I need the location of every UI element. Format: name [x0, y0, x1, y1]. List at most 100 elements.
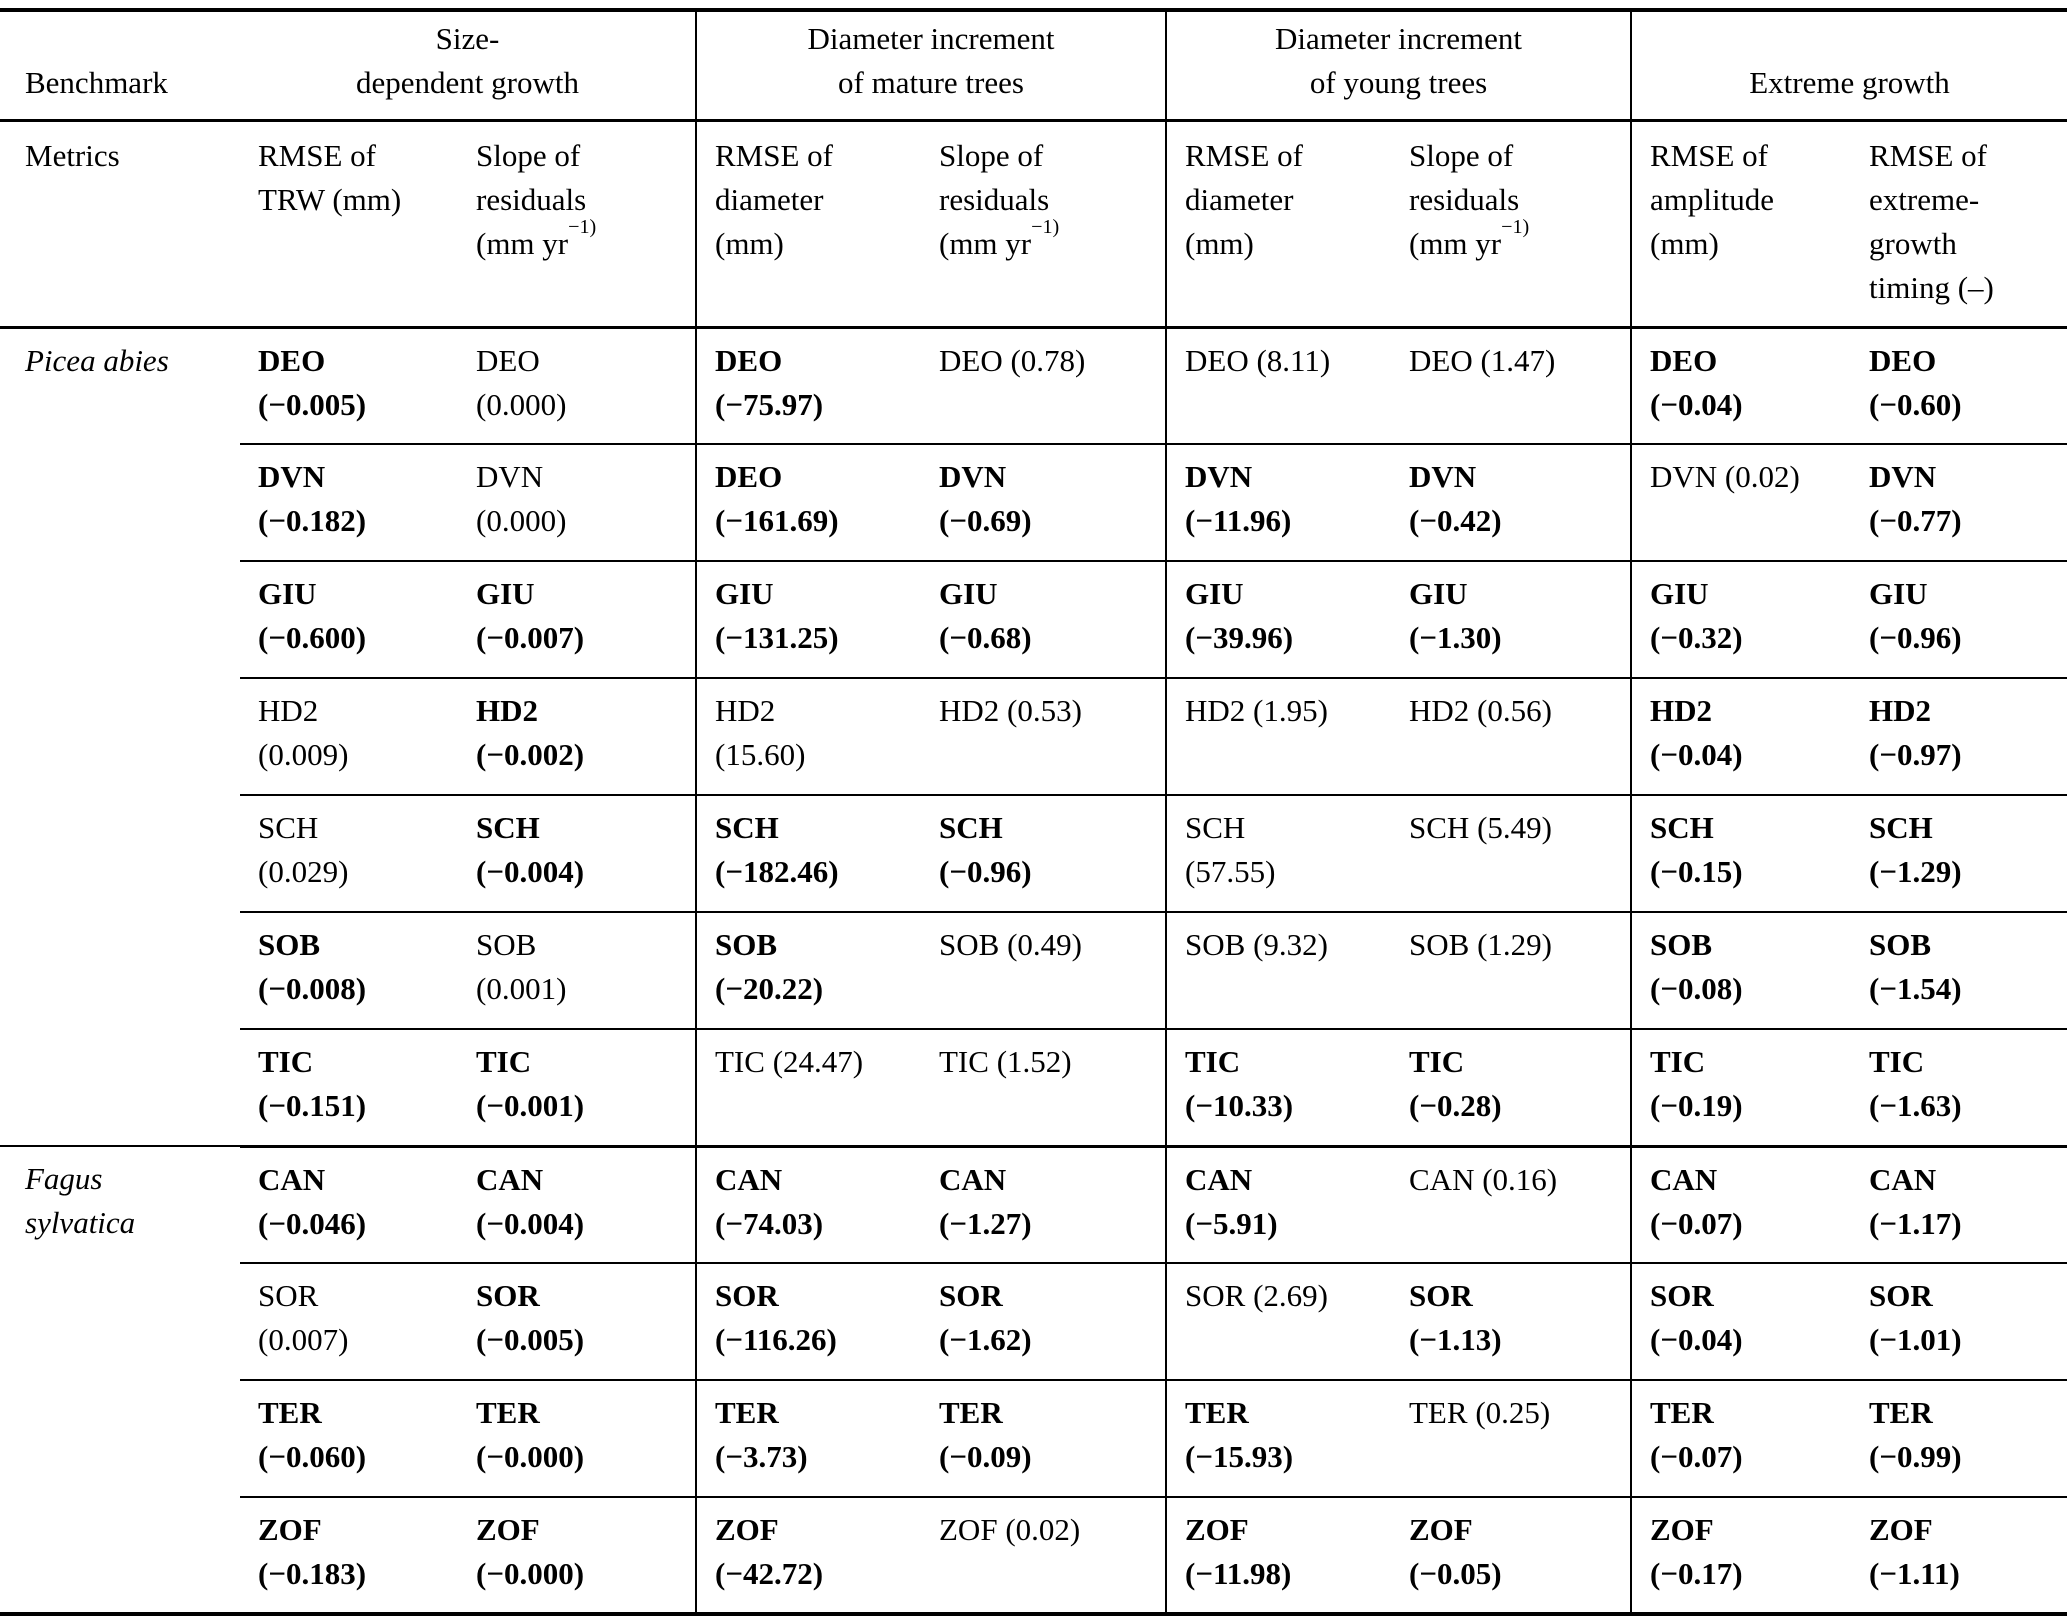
site-code: GIU — [1409, 576, 1468, 611]
metric-value: (−1.29) — [1869, 854, 1962, 889]
metric-value: (−0.004) — [476, 1205, 585, 1241]
metric-value: (−3.73) — [715, 1439, 808, 1474]
cell-text: HD2 (0.56) — [1409, 689, 1624, 733]
metric-cell: DVN (0.02) — [1630, 444, 1851, 562]
text-line: RMSE of — [715, 137, 833, 173]
metric-cell: ZOF (−11.98) — [1165, 1497, 1391, 1614]
site-code: DEO — [1869, 342, 1937, 378]
cell-text: SOB (1.29) — [1409, 923, 1624, 967]
metric-value: (−0.008) — [258, 971, 367, 1006]
metric-cell: TIC (−0.001) — [458, 1029, 696, 1148]
metric-value: (0.000) — [476, 386, 567, 422]
metric-value: (−0.600) — [258, 620, 367, 655]
metric-cell: GIU (−39.96) — [1165, 561, 1391, 679]
metric-value: (−0.28) — [1409, 1088, 1502, 1123]
metric-value: (5.49) — [1477, 810, 1552, 845]
metric-cell: DEO (−0.005) — [240, 327, 458, 445]
metric-value: (−0.08) — [1650, 971, 1743, 1006]
species-name-line: Picea abies — [25, 342, 169, 378]
metric-cell: CAN (−74.03) — [695, 1146, 921, 1264]
site-code: CAN — [258, 1161, 326, 1197]
table-row: ZOF (−0.183) ZOF (−0.000) ZOF (−42.72) ZOF (0.… — [0, 1497, 2067, 1614]
species-name-line: sylvatica — [25, 1205, 136, 1240]
cell-text: SOB (9.32) — [1185, 923, 1385, 967]
site-code: TER — [939, 1395, 1003, 1430]
text-line: dependent growth — [356, 64, 579, 100]
cell-text: HD2 (0.53) — [939, 689, 1159, 733]
metric-cell: SCH (−0.96) — [921, 795, 1166, 913]
metric-cell: SOR (2.69) — [1165, 1263, 1391, 1381]
text-line: RMSE of — [1650, 137, 1768, 173]
site-code: ZOF — [258, 1512, 322, 1547]
table-body: Picea abies DEO (−0.005) DEO (0.000) DEO (−75.… — [0, 327, 2067, 1615]
metric-header-0: RMSE of TRW (mm) — [240, 120, 458, 329]
metric-cell: TER (−0.07) — [1630, 1380, 1851, 1498]
metric-cell: ZOF (−0.000) — [458, 1497, 696, 1614]
metric-value: (−0.007) — [476, 620, 585, 655]
metric-cell: SOB (−0.008) — [240, 912, 458, 1030]
text-line: of mature trees — [838, 64, 1024, 100]
metric-cell: SCH (−1.29) — [1851, 795, 2067, 913]
metric-cell: TER (−0.060) — [240, 1380, 458, 1498]
text-line: extreme- — [1869, 181, 1980, 217]
species-label: Picea abies — [0, 327, 240, 1147]
site-code: GIU — [939, 576, 998, 611]
table-row: Fagus sylvatica CAN (−0.046) CAN (−0.004) CAN(… — [0, 1146, 2067, 1615]
site-code: SOB — [476, 927, 537, 962]
metric-value: (−0.68) — [939, 620, 1032, 655]
site-code: HD2 — [258, 693, 319, 728]
site-code: SOR — [1409, 1278, 1473, 1313]
metric-cell: TIC (−0.28) — [1391, 1029, 1631, 1148]
metric-cell: SCH (−182.46) — [695, 795, 921, 913]
cell-text: TIC (24.47) — [715, 1040, 915, 1084]
metric-cell: CAN (−5.91) — [1165, 1146, 1391, 1264]
cell-text: SOR (2.69) — [1185, 1274, 1385, 1318]
metric-value: (24.47) — [772, 1044, 864, 1079]
site-code: SCH — [1185, 810, 1246, 845]
metric-value: (−1.01) — [1869, 1322, 1962, 1357]
metric-value: (−0.000) — [476, 1556, 585, 1591]
metric-value: (−15.93) — [1185, 1439, 1294, 1474]
site-code: ZOF — [1185, 1512, 1249, 1547]
site-code: GIU — [476, 576, 535, 611]
site-code: DVN — [939, 459, 1007, 494]
site-code: SCH — [1650, 810, 1714, 845]
text-line: residuals — [476, 181, 587, 217]
site-code: TER — [1650, 1395, 1714, 1430]
metric-value: (0.56) — [1477, 693, 1552, 728]
metric-cell: TER (−3.73) — [695, 1380, 921, 1498]
site-code: DEO — [715, 459, 783, 494]
metric-header-1: Slope of residuals (mm yr−1) — [458, 120, 696, 329]
metric-cell: HD2 (0.53) — [921, 678, 1166, 796]
metric-cell: SOR (−0.04) — [1630, 1263, 1851, 1381]
table-row: GIU (−0.600) GIU (−0.007) GIU (−131.25) GIU (−0… — [0, 561, 2067, 679]
text-line: RMSE of — [1185, 137, 1303, 173]
metric-value: (−0.182) — [258, 503, 367, 538]
metric-cell: DEO (0.78) — [921, 327, 1166, 445]
metric-value: (−0.96) — [939, 854, 1032, 889]
metric-cell: DEO (8.11) — [1165, 327, 1391, 445]
metric-value: (−0.69) — [939, 503, 1032, 538]
metric-value: (−0.07) — [1650, 1439, 1743, 1474]
metric-value: (0.007) — [258, 1322, 349, 1357]
metric-cell: ZOF (−0.183) — [240, 1497, 458, 1614]
site-code: CAN — [1869, 1161, 1937, 1197]
metric-cell: HD2 (0.56) — [1391, 678, 1631, 796]
metric-value: (−0.001) — [476, 1088, 585, 1123]
metric-cell: SOR (−1.62) — [921, 1263, 1166, 1381]
text-line: (mm yr−1) — [1409, 216, 1530, 261]
table-head: Benchmark Size-dependent growth Diameter i… — [0, 10, 2067, 329]
metric-value: (0.78) — [1010, 342, 1086, 378]
metric-cell: SOB (9.32) — [1165, 912, 1391, 1030]
site-code: GIU — [1869, 576, 1928, 611]
metric-cell: HD2 (1.95) — [1165, 678, 1391, 796]
metric-cell: SCH (−0.004) — [458, 795, 696, 913]
metric-cell: CAN (−0.07) — [1630, 1146, 1851, 1264]
site-code: DEO — [1409, 342, 1473, 378]
table-row: DVN (−0.182) DVN (0.000) DEO (−161.69) DVN (−0.… — [0, 444, 2067, 562]
site-code: SCH — [1869, 810, 1933, 845]
site-code: HD2 — [476, 693, 538, 728]
metric-value: (9.32) — [1253, 927, 1328, 962]
text-line: Slope of — [939, 137, 1044, 173]
